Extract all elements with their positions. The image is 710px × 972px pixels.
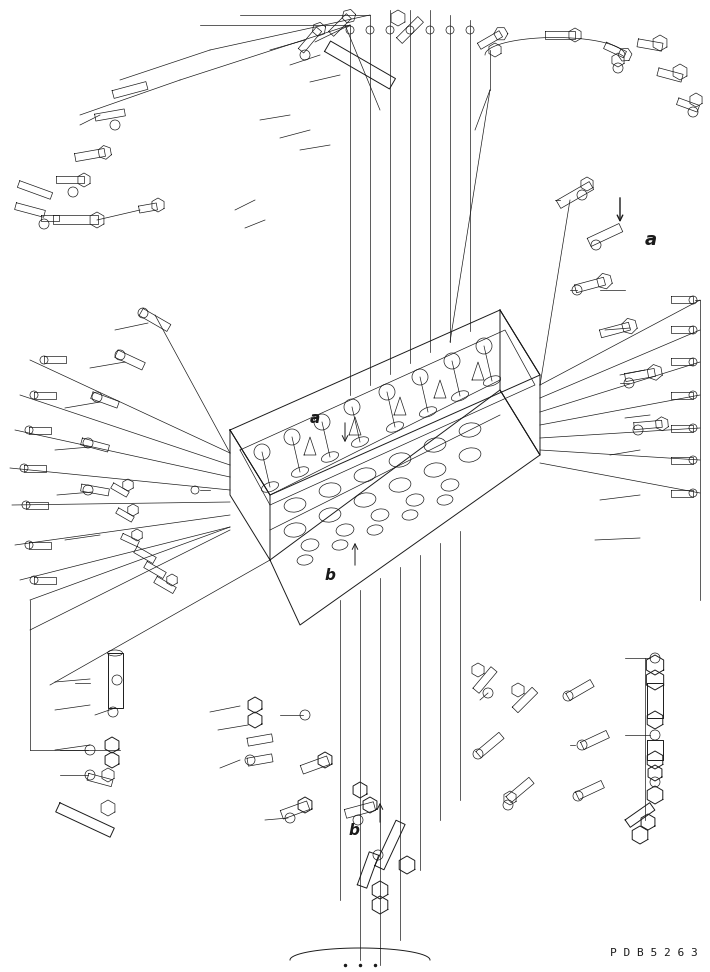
Text: b: b (349, 822, 359, 838)
Text: a: a (310, 410, 320, 426)
Text: P D B 5 2 6 3: P D B 5 2 6 3 (611, 948, 698, 958)
Text: b: b (324, 568, 335, 582)
Text: a: a (645, 231, 657, 249)
